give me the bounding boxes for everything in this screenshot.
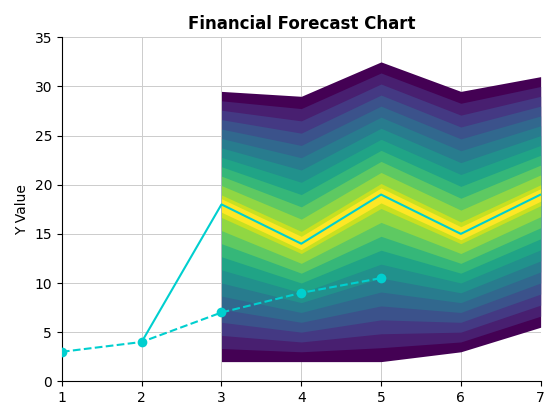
Y-axis label: Y Value: Y Value [15,184,29,235]
Title: Financial Forecast Chart: Financial Forecast Chart [188,15,415,33]
